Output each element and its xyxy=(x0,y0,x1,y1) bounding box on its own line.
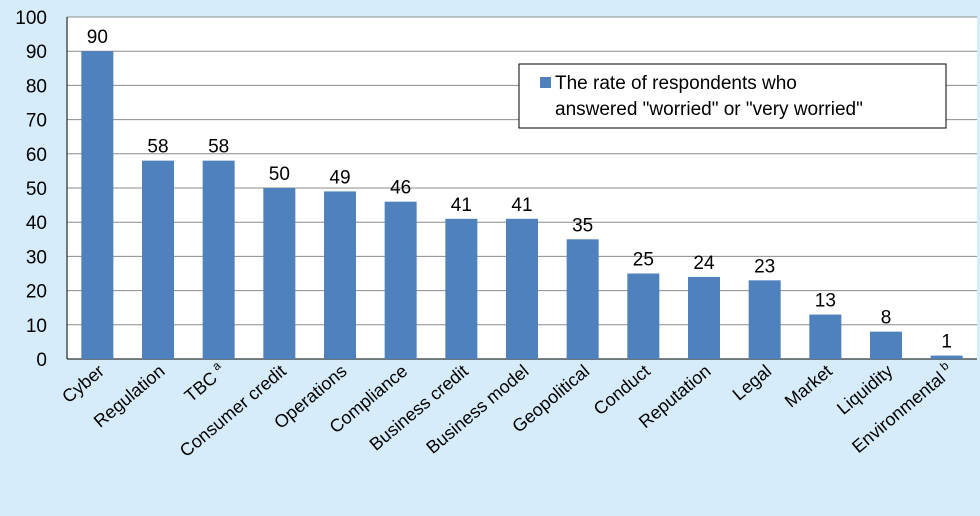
y-tick-label: 30 xyxy=(26,247,47,268)
category-superscript: a xyxy=(209,358,223,373)
bar xyxy=(445,218,478,359)
category-label: Market xyxy=(781,361,836,412)
data-label: 13 xyxy=(815,291,836,312)
data-label: 41 xyxy=(451,195,472,216)
data-label: 58 xyxy=(147,137,168,158)
y-tick-label: 20 xyxy=(26,282,47,303)
category-label: Environmentalb xyxy=(846,358,957,457)
bar xyxy=(142,160,174,359)
category-label: Consumer credit xyxy=(176,361,290,461)
y-axis-ticks: 0 10 20 30 40 50 60 70 80 90 100 xyxy=(15,8,47,371)
data-label: 50 xyxy=(269,164,290,185)
category-superscript: b xyxy=(937,358,951,373)
legend: The rate of respondents who answered "wo… xyxy=(518,63,947,129)
legend-box xyxy=(518,63,947,129)
y-tick-label: 50 xyxy=(26,179,47,200)
bar xyxy=(688,276,720,359)
bar xyxy=(81,51,114,359)
category-label: TBCa xyxy=(179,358,230,406)
y-tick-label: 100 xyxy=(15,8,47,29)
bar xyxy=(324,191,356,359)
bar xyxy=(384,201,417,359)
bar xyxy=(627,273,660,359)
y-tick-label: 40 xyxy=(26,213,47,234)
data-label: 46 xyxy=(390,178,411,199)
bars xyxy=(81,51,963,359)
bar xyxy=(930,355,963,359)
category-label: Business model xyxy=(422,361,532,458)
bar xyxy=(809,314,842,359)
data-label: 58 xyxy=(208,137,229,158)
data-label: 24 xyxy=(693,253,715,274)
bar xyxy=(566,239,599,359)
y-tick-label: 0 xyxy=(36,350,47,371)
category-label: Legal xyxy=(729,361,776,405)
y-tick-label: 90 xyxy=(26,42,47,63)
y-tick-label: 60 xyxy=(26,145,47,166)
y-tick-label: 80 xyxy=(26,76,47,97)
data-label: 1 xyxy=(941,332,952,353)
bar xyxy=(870,331,902,359)
bar xyxy=(506,218,538,359)
legend-label-line2: answered "worried" or "very worried" xyxy=(555,99,863,120)
y-tick-label: 10 xyxy=(26,316,47,337)
legend-label-line1: The rate of respondents who xyxy=(555,73,797,94)
data-label: 90 xyxy=(87,27,108,48)
data-labels: 90 58 58 50 49 46 41 41 35 25 24 23 13 8 1 xyxy=(87,27,952,352)
bar xyxy=(263,188,296,359)
legend-swatch xyxy=(540,77,551,88)
bar xyxy=(748,280,781,359)
category-label: Cyber xyxy=(58,361,108,407)
data-label: 49 xyxy=(329,167,350,188)
bar xyxy=(202,160,235,359)
data-label: 25 xyxy=(633,250,654,271)
data-label: 23 xyxy=(754,256,775,277)
y-tick-label: 70 xyxy=(26,111,47,132)
data-label: 35 xyxy=(572,215,593,236)
data-label: 8 xyxy=(881,308,892,329)
data-label: 41 xyxy=(511,195,532,216)
